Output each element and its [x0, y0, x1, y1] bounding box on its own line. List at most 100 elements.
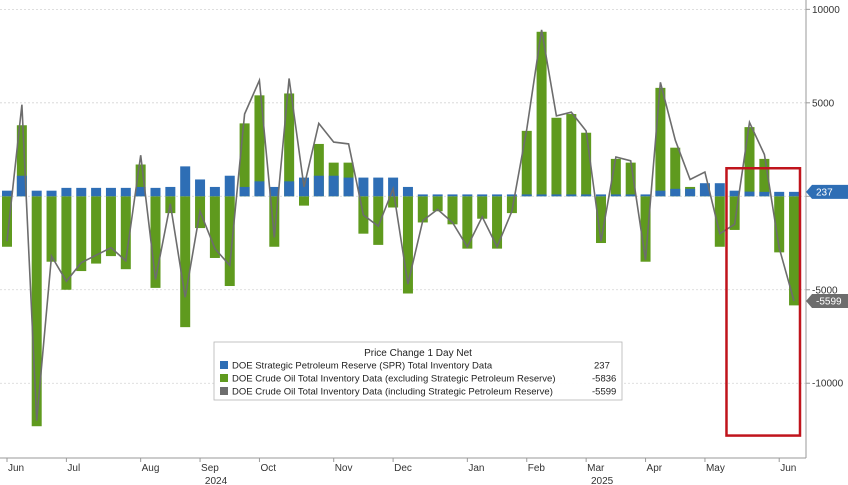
bar-excluding-spr	[402, 196, 413, 294]
bar-excluding-spr	[462, 196, 473, 249]
bar-spr	[477, 194, 488, 197]
legend-label-excl-spr: DOE Crude Oil Total Inventory Data (excl…	[232, 374, 556, 385]
net-series-line	[6, 29, 795, 421]
bar-excluding-spr	[2, 196, 12, 247]
y-tick-label: 5000	[812, 98, 835, 109]
legend-label-incl-spr: DOE Crude Oil Total Inventory Data (incl…	[232, 387, 553, 398]
bar-excluding-spr	[313, 143, 324, 197]
x-axis-ticks: Jun Jul Aug Sep Oct Nov Dec Jan Feb Mar Apr May Jun 2…	[6, 458, 796, 485]
legend-swatch-incl-spr	[220, 387, 228, 395]
bar-spr	[640, 194, 651, 197]
bar-excluding-spr	[254, 95, 265, 197]
bar-excluding-spr	[417, 196, 428, 223]
bar-excluding-spr	[640, 196, 651, 262]
highlight-box	[725, 166, 802, 437]
bar-spr	[135, 186, 146, 197]
bar-spr	[655, 190, 666, 197]
bar-spr	[61, 187, 72, 197]
x-year-label: 2025	[591, 476, 614, 485]
bar-excluding-spr	[596, 196, 606, 244]
bar-spr	[759, 191, 770, 197]
last-value-tag	[806, 293, 848, 308]
bar-excluding-spr	[759, 158, 770, 197]
bar-spr	[150, 187, 161, 197]
bar-excluding-spr	[551, 117, 562, 197]
bar-spr	[284, 181, 295, 197]
bar-excluding-spr	[566, 114, 577, 197]
bar-excluding-spr	[610, 158, 621, 197]
bar-spr	[699, 183, 710, 197]
legend-box	[213, 341, 623, 401]
bar-spr	[120, 187, 131, 197]
last-value-label: 237	[816, 187, 833, 198]
bar-spr	[625, 194, 636, 197]
bar-spr	[328, 175, 339, 197]
bar-excluding-spr	[269, 196, 280, 247]
bar-excluding-spr	[492, 196, 503, 249]
bar-excluding-spr	[744, 127, 755, 197]
last-value-labels: 237 -5599	[806, 184, 848, 308]
bar-spr	[432, 194, 443, 197]
y-tick-label: -10000	[812, 379, 844, 390]
bar-spr	[447, 194, 458, 197]
x-month-label: Jun	[8, 463, 24, 474]
y-tick-label: 10000	[812, 5, 840, 16]
bar-excluding-spr	[774, 196, 785, 253]
bar-spr	[105, 187, 116, 197]
bar-excluding-spr	[447, 196, 458, 225]
legend-value-spr: 237	[594, 361, 610, 372]
bar-excluding-spr	[180, 196, 191, 328]
bar-excluding-spr	[150, 196, 161, 288]
bar-excluding-spr	[209, 196, 220, 258]
x-month-label: Jan	[468, 463, 484, 474]
bar-excluding-spr	[714, 196, 725, 247]
bar-spr	[2, 190, 12, 197]
bar-spr	[536, 194, 547, 197]
bar-spr	[685, 188, 696, 197]
x-month-label: Sep	[201, 463, 219, 474]
bar-excluding-spr	[477, 196, 488, 219]
bar-spr	[313, 175, 324, 197]
bar-spr	[269, 186, 280, 197]
bar-excluding-spr	[224, 196, 235, 287]
y-axis-ticks: 10000 5000 -5000 -10000	[806, 5, 844, 390]
legend-label-spr: DOE Strategic Petroleum Reserve (SPR) To…	[232, 361, 493, 372]
bar-excluding-spr	[388, 196, 399, 208]
legend-swatch-excl-spr	[220, 374, 228, 382]
bar-spr	[76, 187, 87, 197]
bar-excluding-spr	[16, 125, 27, 197]
bar-spr	[358, 177, 369, 197]
bar-spr	[521, 194, 532, 197]
bar-excluding-spr	[521, 130, 532, 197]
bar-excluding-spr	[239, 123, 250, 197]
legend-swatch-spr	[220, 361, 228, 369]
bar-excluding-spr	[105, 196, 116, 257]
x-month-label: Oct	[260, 463, 276, 474]
bars-spr	[2, 166, 800, 197]
x-year-label: 2024	[205, 476, 228, 485]
last-value-label: -5599	[816, 296, 842, 307]
bar-excluding-spr	[299, 196, 309, 206]
bar-excluding-spr	[373, 196, 384, 245]
bar-excluding-spr	[432, 196, 443, 212]
x-month-label: Nov	[335, 463, 353, 474]
last-value-tag	[806, 184, 848, 199]
bar-spr	[670, 188, 681, 197]
bar-spr	[343, 177, 354, 197]
bar-excluding-spr	[670, 147, 681, 197]
bar-excluding-spr	[789, 196, 800, 306]
bar-excluding-spr	[120, 196, 131, 270]
x-month-label: Jun	[780, 463, 796, 474]
bar-excluding-spr	[46, 196, 57, 262]
bar-spr	[581, 194, 592, 197]
bar-spr	[180, 166, 191, 197]
bar-spr	[596, 194, 606, 197]
legend: Price Change 1 Day Net DOE Strategic Pet…	[213, 341, 623, 401]
bar-spr	[373, 177, 384, 197]
bar-excluding-spr	[506, 196, 517, 214]
bar-spr	[417, 194, 428, 197]
x-month-label: Jul	[67, 463, 80, 474]
legend-title: Price Change 1 Day Net	[364, 348, 472, 359]
